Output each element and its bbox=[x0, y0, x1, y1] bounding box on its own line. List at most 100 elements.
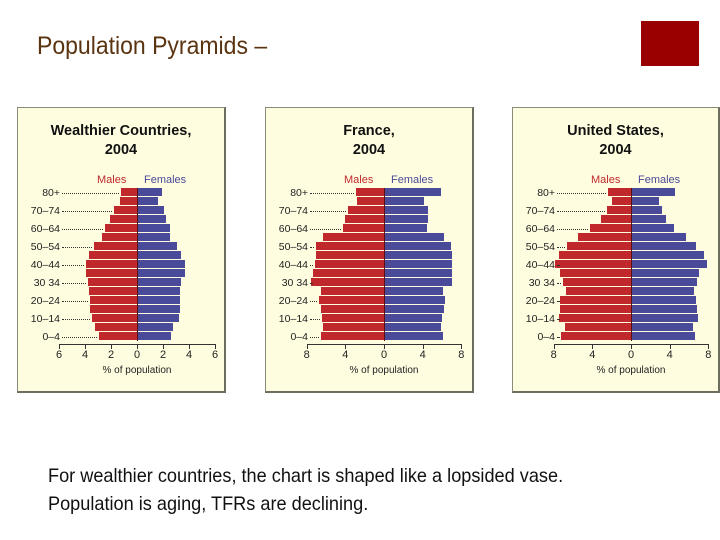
slide-caption: For wealthier countries, the chart is sh… bbox=[48, 465, 564, 515]
male-bar bbox=[355, 188, 384, 196]
female-bar bbox=[384, 206, 429, 214]
leader-dots bbox=[557, 265, 559, 266]
age-row bbox=[266, 215, 472, 223]
chart-title-line: 2004 bbox=[599, 142, 632, 158]
age-row bbox=[18, 251, 224, 259]
center-axis-line bbox=[137, 188, 138, 341]
male-bar bbox=[313, 269, 384, 277]
female-bar bbox=[384, 197, 424, 205]
x-axis-tick-label: 4 bbox=[81, 349, 89, 361]
age-row: 80+ bbox=[18, 187, 224, 199]
x-axis-tick-label: 0 bbox=[380, 349, 388, 361]
male-bar bbox=[559, 314, 631, 322]
age-row: 20–24 bbox=[266, 295, 472, 307]
male-bar bbox=[611, 197, 631, 205]
x-axis-line bbox=[306, 344, 462, 345]
x-axis-tick bbox=[592, 344, 594, 349]
leader-dots bbox=[557, 247, 566, 248]
x-axis-title: % of population bbox=[102, 365, 172, 376]
leader-dots bbox=[62, 247, 93, 248]
x-axis-tick bbox=[137, 344, 138, 349]
pyramid-chart-panel: Wealthier Countries, 2004 Males Females 80+ 7… bbox=[17, 107, 226, 393]
female-bar bbox=[384, 332, 443, 340]
age-label: 20–24 bbox=[278, 295, 308, 307]
leader-dots bbox=[310, 211, 347, 212]
age-row: 50–54 bbox=[513, 241, 718, 253]
female-bar bbox=[384, 224, 427, 232]
leader-dots bbox=[310, 301, 318, 302]
female-bar bbox=[137, 305, 180, 313]
male-bar bbox=[316, 242, 384, 250]
female-bar bbox=[631, 242, 696, 250]
pyramid-chart-panel: France, 2004 Males Females 80+ 70–74 60–64 50–5… bbox=[265, 107, 474, 393]
age-label: 20–24 bbox=[525, 295, 555, 307]
female-bar bbox=[384, 260, 452, 268]
pyramid-bars: 80+ 70–74 60–64 50–54 40–44 30 34 20–24 10–14 0–… bbox=[266, 188, 472, 342]
age-label: 40–44 bbox=[525, 259, 555, 271]
x-axis-tick bbox=[384, 344, 385, 349]
male-bar bbox=[321, 287, 384, 295]
female-bar bbox=[137, 251, 182, 259]
male-bar bbox=[87, 278, 137, 286]
age-row: 40–44 bbox=[513, 259, 718, 271]
female-bar bbox=[384, 314, 443, 322]
x-axis-tick-label: 4 bbox=[666, 349, 673, 361]
x-axis-tick-label: 8 bbox=[705, 349, 712, 361]
age-row: 20–24 bbox=[18, 295, 224, 307]
female-bar bbox=[384, 188, 442, 196]
leader-dots bbox=[310, 265, 314, 266]
male-bar bbox=[88, 287, 137, 295]
age-row: 70–74 bbox=[513, 206, 718, 216]
male-bar bbox=[321, 305, 384, 313]
age-label: 80+ bbox=[42, 187, 60, 199]
male-bar bbox=[121, 188, 137, 196]
chart-title: United States, 2004 bbox=[513, 122, 718, 160]
leader-dots bbox=[557, 229, 589, 230]
age-row: 30 34 bbox=[513, 277, 718, 289]
x-axis-tick bbox=[215, 344, 216, 349]
x-axis-tick bbox=[111, 344, 112, 349]
slide-title: Population Pyramids – bbox=[37, 32, 268, 60]
x-axis-tick bbox=[422, 344, 424, 349]
x-axis-title: % of population bbox=[349, 365, 419, 376]
x-axis-tick-label: 8 bbox=[303, 349, 310, 361]
female-bar bbox=[384, 242, 451, 250]
age-row bbox=[513, 323, 718, 331]
female-bar bbox=[137, 260, 186, 268]
age-row bbox=[266, 287, 472, 295]
age-row: 60–64 bbox=[18, 224, 224, 234]
age-row bbox=[513, 251, 718, 259]
age-row bbox=[18, 323, 224, 331]
male-bar bbox=[348, 206, 384, 214]
age-label: 50–54 bbox=[525, 241, 555, 253]
age-row bbox=[513, 269, 718, 277]
male-bar bbox=[561, 332, 631, 340]
female-bar bbox=[137, 197, 158, 205]
age-row: 80+ bbox=[513, 188, 718, 198]
age-row: 50–54 bbox=[18, 242, 224, 252]
age-row: 10–14 bbox=[266, 314, 472, 324]
female-bar bbox=[631, 197, 660, 205]
male-bar bbox=[104, 224, 137, 232]
age-label: 20–24 bbox=[30, 295, 60, 307]
x-axis-tick bbox=[345, 344, 347, 349]
male-bar bbox=[88, 251, 137, 259]
age-row bbox=[513, 233, 718, 241]
age-label: 70–74 bbox=[278, 205, 308, 217]
age-label: 40–44 bbox=[278, 259, 308, 271]
male-bar bbox=[99, 332, 137, 340]
x-axis-tick-label: 8 bbox=[458, 349, 465, 361]
female-bar bbox=[384, 287, 443, 295]
female-bar bbox=[137, 188, 162, 196]
leader-dots bbox=[557, 283, 562, 284]
male-bar bbox=[86, 260, 137, 268]
leader-dots bbox=[310, 229, 342, 230]
male-bar bbox=[560, 296, 631, 304]
x-axis-tick-label: 4 bbox=[419, 349, 426, 361]
age-label: 0–4 bbox=[42, 331, 60, 343]
female-bar bbox=[631, 305, 697, 313]
age-label: 30 34 bbox=[528, 277, 555, 289]
male-bar bbox=[565, 323, 631, 331]
age-label: 70–74 bbox=[30, 205, 60, 217]
female-bar bbox=[631, 269, 699, 277]
